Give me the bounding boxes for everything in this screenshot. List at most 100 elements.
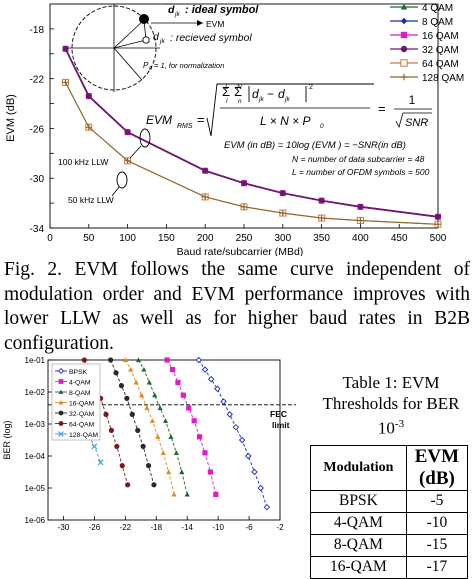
table-title: Table 1: EVM Thresholds for BER 10-3 — [322, 373, 460, 438]
svg-text:Σ: Σ — [222, 84, 230, 99]
evm-threshold-table-area: Table 1: EVM Thresholds for BER 10-3 Mod… — [308, 372, 474, 579]
ber-legend-marker — [58, 400, 64, 405]
ber-data-point — [186, 405, 192, 411]
ber-series-line — [166, 359, 217, 495]
svg-text:d: d — [252, 87, 259, 101]
ber-legend-label: BPSK — [69, 369, 88, 376]
evm-legend-marker — [400, 73, 408, 81]
evm-x-tick-label: 250 — [236, 233, 253, 244]
cell-evm: -17 — [405, 555, 469, 579]
evm-x-tick-label: 100 — [119, 233, 136, 244]
ber-data-point — [108, 427, 115, 433]
ber-data-point — [245, 452, 252, 460]
evm-x-tick-label: 200 — [197, 233, 214, 244]
svg-text:−: − — [267, 87, 274, 101]
ber-data-point — [175, 379, 181, 385]
evm-data-point — [241, 203, 247, 210]
ber-series-line — [138, 359, 188, 495]
svg-text:d: d — [153, 31, 160, 43]
ber-data-point — [207, 375, 215, 383]
ber-y-tick-label: 1e-01 — [25, 356, 46, 365]
ber-y-tick-label: 1e-06 — [25, 516, 46, 525]
ber-x-tick-label: -2 — [276, 523, 284, 532]
evm-arrow-label: EVM — [206, 19, 224, 29]
ber-data-point — [196, 434, 203, 440]
ber-legend-marker — [58, 379, 64, 384]
ideal-symbol-label: : ideal symbol — [185, 4, 259, 16]
ber-legend-label: 64-QAM — [69, 422, 95, 429]
table-header-row: Modulation EVM (dB) — [310, 444, 469, 491]
evm-y-tick-label: -18 — [30, 25, 45, 36]
marker-b — [97, 459, 104, 466]
cell-modulation: 4-QAM — [310, 511, 407, 535]
ber-x-tick-label: -22 — [120, 523, 132, 532]
ber-data-point — [226, 411, 233, 418]
evm-data-point — [279, 210, 286, 217]
ber-data-point — [119, 463, 125, 469]
ber-data-point — [155, 434, 161, 439]
evm-x-tick-label: 300 — [274, 233, 291, 244]
svg-text:jk: jk — [174, 11, 180, 18]
header-evm: EVM (dB) — [405, 444, 469, 491]
evm-legend-marker — [400, 3, 408, 10]
evm-data-point — [318, 197, 325, 204]
evm-legend-label: 16 QAM — [422, 31, 459, 42]
evm-data-point — [435, 213, 441, 220]
header-modulation: Modulation — [310, 444, 407, 491]
evm-data-point — [62, 45, 69, 52]
formula-n-line: N = number of data subcarrier = 48 — [292, 154, 425, 164]
evm-legend-label: 64 QAM — [422, 59, 459, 70]
ber-data-point — [195, 356, 203, 364]
ber-data-point — [191, 418, 197, 424]
ber-tick-labels: 1e-01 1e-02 1e-03 1e-04 1e-05 1e-06 -30 -26 -22 -… — [25, 356, 285, 532]
fec-limit-label: limit — [272, 420, 290, 430]
ber-plot-frame — [47, 359, 281, 521]
ber-y-tick-label: 1e-03 — [25, 420, 46, 429]
ber-data-point — [118, 383, 125, 389]
formula-db-line: EVM (in dB) = 10log (EVM ) = −SNR(in dB) — [224, 140, 406, 151]
evm-data-point — [241, 180, 247, 187]
ber-data-point — [114, 443, 120, 449]
normalization-label: = 1, for normalization — [154, 61, 224, 70]
evm-chart-frame — [49, 3, 439, 229]
ber-legend-marker — [58, 431, 64, 437]
cell-evm: -15 — [405, 533, 469, 557]
ber-data-point — [144, 405, 150, 411]
table-row: BPSK -5 — [310, 489, 469, 513]
evm-y-tick-label: -30 — [30, 174, 45, 185]
svg-text:=: = — [378, 101, 386, 116]
llw-50-label: 50 kHz LLW — [68, 195, 114, 205]
evm-legend-label: 128 QAM — [422, 73, 464, 84]
ber-legend-label: 16-QAM — [69, 401, 95, 408]
evm-legend-marker — [400, 31, 408, 39]
ber-data-point — [213, 491, 219, 497]
table-row: 4-QAM -10 — [310, 511, 469, 535]
evm-x-tick-label: 50 — [83, 233, 95, 244]
ber-data-point — [214, 385, 221, 393]
ber-data-point — [238, 436, 246, 444]
ber-data-point — [184, 491, 190, 497]
svg-text:jk: jk — [159, 38, 165, 45]
ber-data-point — [160, 450, 166, 455]
svg-text:2: 2 — [309, 84, 313, 91]
svg-text:EVM: EVM — [146, 113, 172, 127]
ber-series-line — [83, 359, 129, 485]
ber-data-point — [173, 450, 179, 455]
evm-x-tick-label: 400 — [352, 233, 369, 244]
evm-threshold-table: Modulation EVM (dB) BPSK -5 4-QAM -10 8-Q… — [310, 444, 469, 579]
evm-series-line — [64, 48, 439, 218]
svg-text:=: = — [197, 112, 205, 127]
svg-text:P: P — [143, 61, 149, 70]
ber-data-point — [146, 379, 152, 385]
ber-data-point — [122, 357, 128, 363]
evm-legend-label: 8 QAM — [422, 17, 453, 28]
evm-x-tick-label: 350 — [313, 233, 330, 244]
evm-series-group — [62, 45, 442, 228]
ber-data-point — [263, 503, 271, 511]
ber-x-tick-label: -26 — [89, 523, 101, 532]
ber-data-point — [179, 469, 185, 475]
cell-modulation: BPSK — [310, 489, 407, 513]
svg-text:Σ: Σ — [234, 84, 242, 99]
marker-b — [58, 431, 64, 437]
ber-data-point — [129, 411, 135, 417]
